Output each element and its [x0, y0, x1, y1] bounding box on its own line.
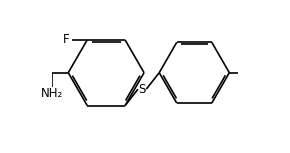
Text: S: S [138, 83, 146, 96]
Text: F: F [63, 33, 69, 46]
Text: NH₂: NH₂ [41, 88, 63, 101]
